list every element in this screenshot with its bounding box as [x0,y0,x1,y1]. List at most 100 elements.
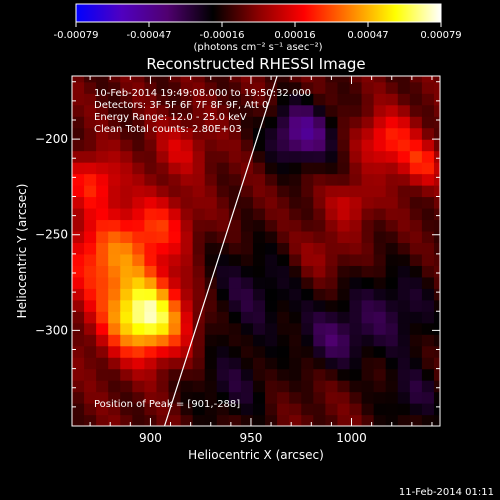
heatmap-pixel [421,299,435,312]
heatmap-pixel [409,139,423,152]
heatmap-pixel [228,265,242,278]
heatmap-pixel [421,322,435,335]
heatmap-pixel [361,219,375,232]
heatmap-pixel [301,391,314,404]
heatmap-pixel [325,334,339,347]
heatmap-pixel [349,207,363,221]
heatmap-pixel [349,127,363,140]
heatmap-pixel [168,357,182,370]
heatmap-pixel [72,391,85,404]
heatmap-pixel [84,276,97,289]
heatmap-pixel [144,334,158,347]
heatmap-pixel [108,368,121,381]
heatmap-pixel [397,207,411,221]
heatmap-pixel [289,253,302,266]
heatmap-pixel [192,196,206,209]
heatmap-pixel [132,368,145,381]
heatmap-pixel [337,403,351,416]
heatmap-pixel [409,253,423,266]
heatmap-pixel [120,242,133,255]
heatmap-pixel [96,150,109,163]
heatmap-pixel [204,311,218,324]
heatmap-pixel [180,185,194,198]
heatmap-pixel [240,253,254,266]
heatmap-pixel [349,253,363,266]
heatmap-pixel [277,322,290,335]
heatmap-pixel [72,185,85,198]
heatmap-pixel [204,242,218,255]
colorbar-tick-label: -0.00079 [54,30,99,41]
heatmap-pixel [409,299,423,312]
x-axis-label: Heliocentric X (arcsec) [188,448,324,462]
heatmap-pixel [180,116,194,129]
heatmap-pixel [349,139,363,152]
heatmap-pixel [72,81,85,94]
heatmap-pixel [108,162,121,175]
heatmap-pixel [349,76,363,83]
heatmap-pixel [72,414,85,426]
heatmap-pixel [361,288,375,301]
heatmap-pixel [301,76,314,83]
heatmap-pixel [96,391,109,404]
heatmap-pixel [361,380,375,393]
heatmap-pixel [180,334,194,347]
heatmap-pixel [228,391,242,404]
heatmap-pixel [228,322,242,335]
heatmap-pixel [265,242,278,255]
heatmap-pixel [252,414,266,426]
heatmap-pixel [228,162,242,175]
heatmap-pixel [180,265,194,278]
heatmap-pixel [168,253,182,266]
heatmap-pixel [397,185,411,198]
heatmap-pixel [277,127,290,140]
heatmap-pixel [108,207,121,221]
heatmap-pixel [204,173,218,186]
heatmap-pixel [192,93,206,106]
heatmap-pixel [409,116,423,129]
heatmap-pixel [168,334,182,347]
heatmap-pixel [289,139,302,152]
heatmap-pixel [72,345,85,358]
heatmap-pixel [337,242,351,255]
heatmap-pixel [96,219,109,232]
heatmap-pixel [144,207,158,221]
heatmap-pixel [361,139,375,152]
heatmap-pixel [84,265,97,278]
heatmap-pixel [120,76,133,83]
heatmap-pixel [156,139,170,152]
heatmap-pixel [192,150,206,163]
heatmap-pixel [313,311,326,324]
heatmap-pixel [108,276,121,289]
heatmap-pixel [192,380,206,393]
heatmap-pixel [301,230,314,243]
heatmap-pixel [120,207,133,221]
heatmap-pixel [252,196,266,209]
heatmap-pixel [216,207,230,221]
heatmap-pixel [385,288,399,301]
heatmap-pixel [168,104,182,117]
heatmap-pixel [96,173,109,186]
y-tick-label: −250 [35,228,68,242]
heatmap-pixel [84,219,97,232]
heatmap-pixel [385,299,399,312]
heatmap-pixel [373,93,387,106]
heatmap-pixel [397,265,411,278]
heatmap-pixel [120,81,133,94]
heatmap-pixel [252,81,266,94]
heatmap-pixel [385,150,399,163]
heatmap-pixel [180,322,194,335]
heatmap-pixel [361,334,375,347]
heatmap-pixel [409,288,423,301]
heatmap-pixel [325,311,339,324]
heatmap-pixel [240,173,254,186]
heatmap-pixel [216,219,230,232]
heatmap-pixel [180,104,194,117]
heatmap-pixel [349,81,363,94]
heatmap-pixel [252,265,266,278]
heatmap-pixel [156,219,170,232]
heatmap-pixel [180,127,194,140]
heatmap-pixel [252,276,266,289]
heatmap-pixel [337,334,351,347]
heatmap-pixel [204,81,218,94]
heatmap-pixel [349,288,363,301]
